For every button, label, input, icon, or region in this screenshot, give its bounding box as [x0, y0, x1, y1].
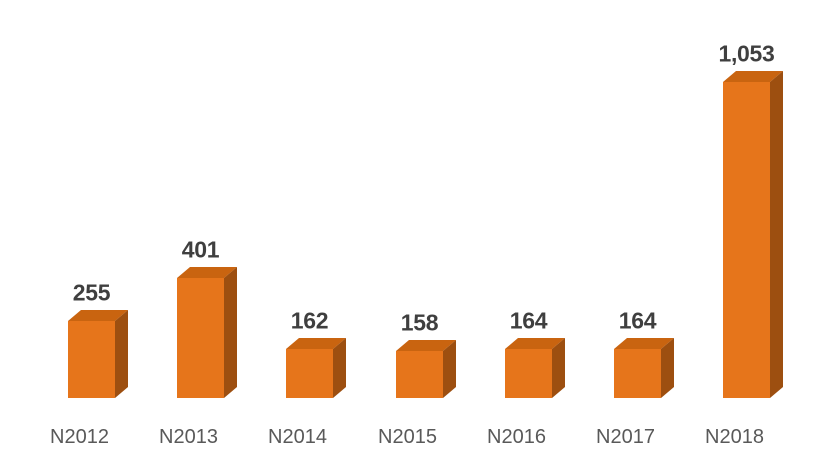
bar-front-face	[505, 349, 552, 398]
bar-value-label: 162	[290, 307, 329, 334]
bar-front-face	[177, 278, 224, 398]
bar-value-label: 255	[72, 279, 111, 306]
category-label: N2012	[50, 426, 109, 448]
bar-front-face	[723, 82, 770, 398]
bar-side-face	[552, 338, 565, 398]
bar-top-face	[177, 267, 237, 278]
category-label: N2015	[378, 426, 437, 448]
bar-top-face	[723, 71, 783, 82]
category-label: N2016	[487, 426, 546, 448]
bar-side-face	[443, 340, 456, 398]
bar-N2017	[614, 338, 674, 398]
bar-N2015	[396, 340, 456, 398]
bar-side-face	[224, 267, 237, 398]
bar-top-face	[286, 338, 346, 349]
bar-side-face	[115, 310, 128, 398]
bar-value-label: 1,053	[718, 40, 775, 67]
bar-value-label: 401	[181, 236, 220, 263]
bar-N2016	[505, 338, 565, 398]
bar-front-face	[68, 321, 115, 398]
bar-N2013	[177, 267, 237, 398]
category-label: N2017	[596, 426, 655, 448]
bar-front-face	[396, 351, 443, 398]
bar-top-face	[68, 310, 128, 321]
bar-side-face	[333, 338, 346, 398]
bar-top-face	[396, 340, 456, 351]
bar-value-label: 164	[509, 307, 548, 334]
bar-N2012	[68, 310, 128, 398]
bar-side-face	[661, 338, 674, 398]
bar-N2018	[723, 71, 783, 398]
category-label: N2013	[159, 426, 218, 448]
bar-top-face	[505, 338, 565, 349]
bar-front-face	[286, 349, 333, 398]
bar-front-face	[614, 349, 661, 398]
bar-top-face	[614, 338, 674, 349]
category-label: N2014	[268, 426, 327, 448]
bar-N2014	[286, 338, 346, 398]
bar-value-label: 164	[618, 307, 657, 334]
bar-side-face	[770, 71, 783, 398]
bar-value-label: 158	[400, 309, 439, 336]
category-label: N2018	[705, 426, 764, 448]
